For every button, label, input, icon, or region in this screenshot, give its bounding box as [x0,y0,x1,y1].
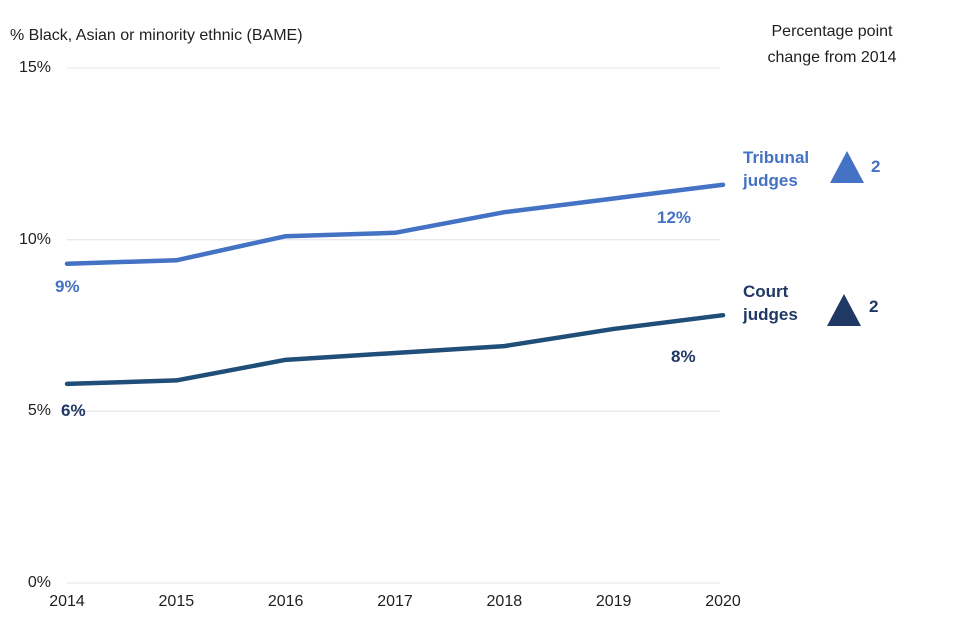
series-start-value-label: 9% [55,277,80,296]
x-tick-label: 2018 [486,593,523,610]
y-tick-label: 5% [27,402,51,420]
series-end-value-label: 8% [671,347,696,366]
y-tick-label: 0% [27,574,51,591]
change-value: 2 [871,157,881,176]
triangle-up-icon [830,151,864,183]
series-label-tribunal-judges: Tribunal judges [743,148,810,190]
x-tick-label: 2020 [705,593,741,610]
series-end-value-label: 12% [657,208,692,227]
series-line-court-judges [64,312,726,387]
x-tick-label: 2019 [595,593,632,610]
x-tick-label: 2014 [49,593,85,610]
annotation-header: Percentage point change from 2014 [767,23,897,66]
x-tick-label: 2017 [377,593,413,610]
series-label-court-judges: Court judges [743,282,798,324]
change-value: 2 [869,297,879,316]
series-start-value-label: 6% [61,401,86,420]
triangle-up-icon [827,294,861,326]
x-tick-label: 2016 [267,593,304,610]
x-tick-label: 2015 [158,593,195,610]
chart-title: % Black, Asian or minority ethnic (BAME) [10,27,303,44]
series-line-tribunal-judges [64,182,726,266]
y-tick-label: 15% [18,59,51,76]
y-tick-label: 10% [18,230,51,248]
